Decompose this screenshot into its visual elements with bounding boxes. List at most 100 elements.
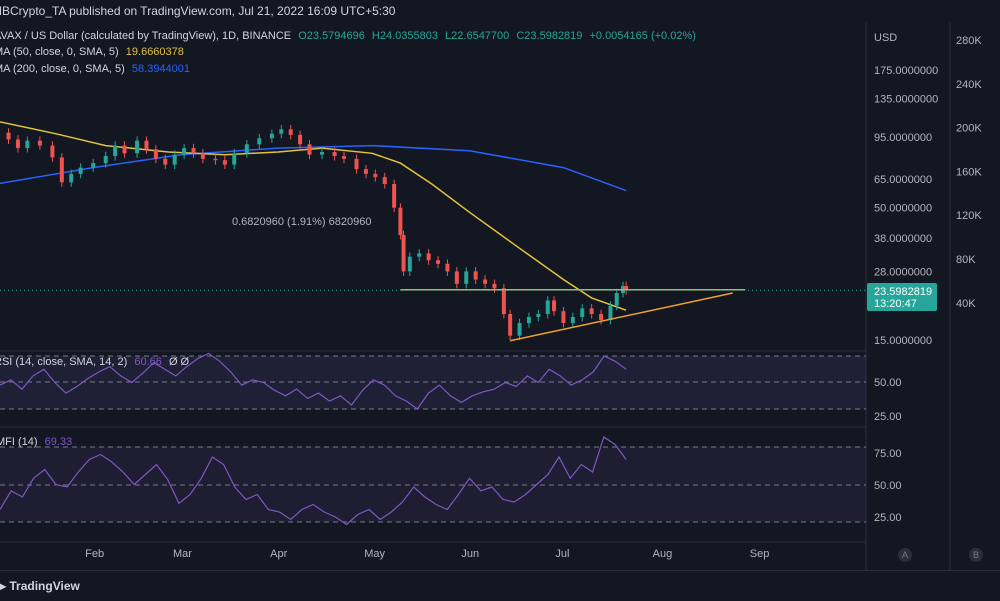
volume-tick: 120K <box>956 210 982 222</box>
price-ticks: 175.0000000 135.0000000 95.0000000 65.00000… <box>874 65 938 347</box>
price-tick: 50.0000000 <box>874 203 932 215</box>
candle-body <box>354 158 359 170</box>
candle-body <box>608 305 613 320</box>
candle-body <box>398 207 403 235</box>
tradingview-logo[interactable]: ▸ TradingView <box>0 579 80 593</box>
price-tick: 28.0000000 <box>874 266 932 278</box>
candle-body <box>172 154 177 165</box>
candle-body <box>526 316 531 324</box>
candle-body <box>589 308 594 315</box>
rsi-extra: Ø Ø <box>168 356 190 368</box>
ohlc-close: C23.5982819 <box>516 30 583 42</box>
currency-label: USD <box>874 32 897 44</box>
candle-body <box>69 173 74 183</box>
price-tick: 135.0000000 <box>874 94 938 106</box>
candle-body <box>580 308 585 317</box>
mfi-value: 69.33 <box>44 436 73 448</box>
mfi-tick-50: 50.00 <box>874 480 902 492</box>
time-tick: Apr <box>270 548 287 560</box>
volume-tick: 160K <box>956 166 982 178</box>
ohlc-change: +0.0054165 (+0.02%) <box>589 30 696 42</box>
tradingview-brand: TradingView <box>9 579 80 593</box>
candle-body <box>298 134 303 145</box>
candle-body <box>279 129 284 134</box>
candle-body <box>288 129 293 135</box>
time-tick: May <box>364 548 385 560</box>
time-tick: Mar <box>173 548 192 560</box>
measure-label: 0.6820960 (1.91%) 6820960 <box>232 216 371 228</box>
candle-body <box>15 139 20 149</box>
ma200-legend[interactable]: MA (200, close, 0, SMA, 5) 58.3944001 <box>0 63 194 75</box>
candle-body <box>599 314 604 320</box>
candle-body <box>269 133 274 139</box>
candle-body <box>561 311 566 324</box>
candle-body <box>144 140 149 150</box>
candle-body <box>163 158 168 165</box>
time-axis[interactable]: Feb Mar Apr May Jun Jul Aug Sep <box>85 548 769 560</box>
candle-body <box>417 253 422 257</box>
candle-body <box>153 149 158 159</box>
footer: ▸ TradingView <box>0 570 1000 601</box>
candle-body <box>407 256 412 272</box>
volume-tick: 280K <box>956 35 982 47</box>
candle-body <box>320 151 325 155</box>
rsi-legend[interactable]: RSI (14, close, SMA, 14, 2) 60.66 Ø Ø <box>0 356 193 368</box>
main-legend: AVAX / US Dollar (calculated by TradingV… <box>0 30 700 42</box>
rsi-value: 60.66 <box>134 356 162 368</box>
candle-body <box>25 140 30 149</box>
candle-body <box>483 279 488 284</box>
candle-body <box>59 157 64 183</box>
mfi-legend[interactable]: MFI (14) 69.33 <box>0 436 76 448</box>
time-tick: Jul <box>555 548 569 560</box>
ohlc-high: H24.0355803 <box>371 30 438 42</box>
candle-body <box>373 173 378 178</box>
candle-body <box>103 156 108 164</box>
symbol-label[interactable]: AVAX / US Dollar (calculated by TradingV… <box>0 30 292 42</box>
candle-body <box>501 288 506 315</box>
candle-body <box>508 314 513 336</box>
candles <box>6 125 629 341</box>
candle-body <box>257 138 262 145</box>
candle-body <box>436 260 441 264</box>
candle-body <box>200 153 205 159</box>
candle-body <box>191 148 196 154</box>
ohlc-open: O23.5794696 <box>298 30 365 42</box>
ma200-line <box>0 144 627 192</box>
candle-body <box>135 140 140 154</box>
time-tick: Jun <box>461 548 479 560</box>
candle-body <box>624 286 629 291</box>
candle-body <box>332 151 337 157</box>
candle-body <box>341 156 346 159</box>
countdown-label: 13:20:47 <box>874 298 917 310</box>
candle-body <box>213 158 218 161</box>
rsi-label: RSI (14, close, SMA, 14, 2) <box>0 356 128 368</box>
price-tick: 38.0000000 <box>874 233 932 245</box>
volume-tick: 80K <box>956 254 976 266</box>
candle-body <box>78 167 83 174</box>
rsi-tick-50: 50.00 <box>874 377 902 389</box>
tradingview-icon: ▸ <box>0 579 7 593</box>
auto-scale-button[interactable]: A <box>898 548 912 562</box>
candle-body <box>37 140 42 146</box>
ma50-value: 19.6660378 <box>125 46 184 58</box>
published-header: MBCrypto_TA published on TradingView.com… <box>0 0 1000 22</box>
current-price-badge <box>867 283 937 311</box>
ma50-legend[interactable]: MA (50, close, 0, SMA, 5) 19.6660378 <box>0 46 188 58</box>
candle-body <box>426 253 431 261</box>
candle-body <box>517 323 522 336</box>
rsi-line <box>0 352 627 410</box>
time-tick: Feb <box>85 548 104 560</box>
candle-body <box>91 163 96 168</box>
log-scale-button[interactable]: B <box>969 548 983 562</box>
candle-body <box>363 169 368 174</box>
mfi-tick-25: 25.00 <box>874 512 902 524</box>
current-price-label: 23.5982819 <box>874 286 932 298</box>
candle-body <box>50 145 55 158</box>
volume-tick: 40K <box>956 298 976 310</box>
candle-body <box>545 300 550 315</box>
candle-body <box>122 145 127 154</box>
candle-body <box>570 316 575 324</box>
rsi-tick-25: 25.00 <box>874 411 902 423</box>
time-tick: Sep <box>750 548 770 560</box>
